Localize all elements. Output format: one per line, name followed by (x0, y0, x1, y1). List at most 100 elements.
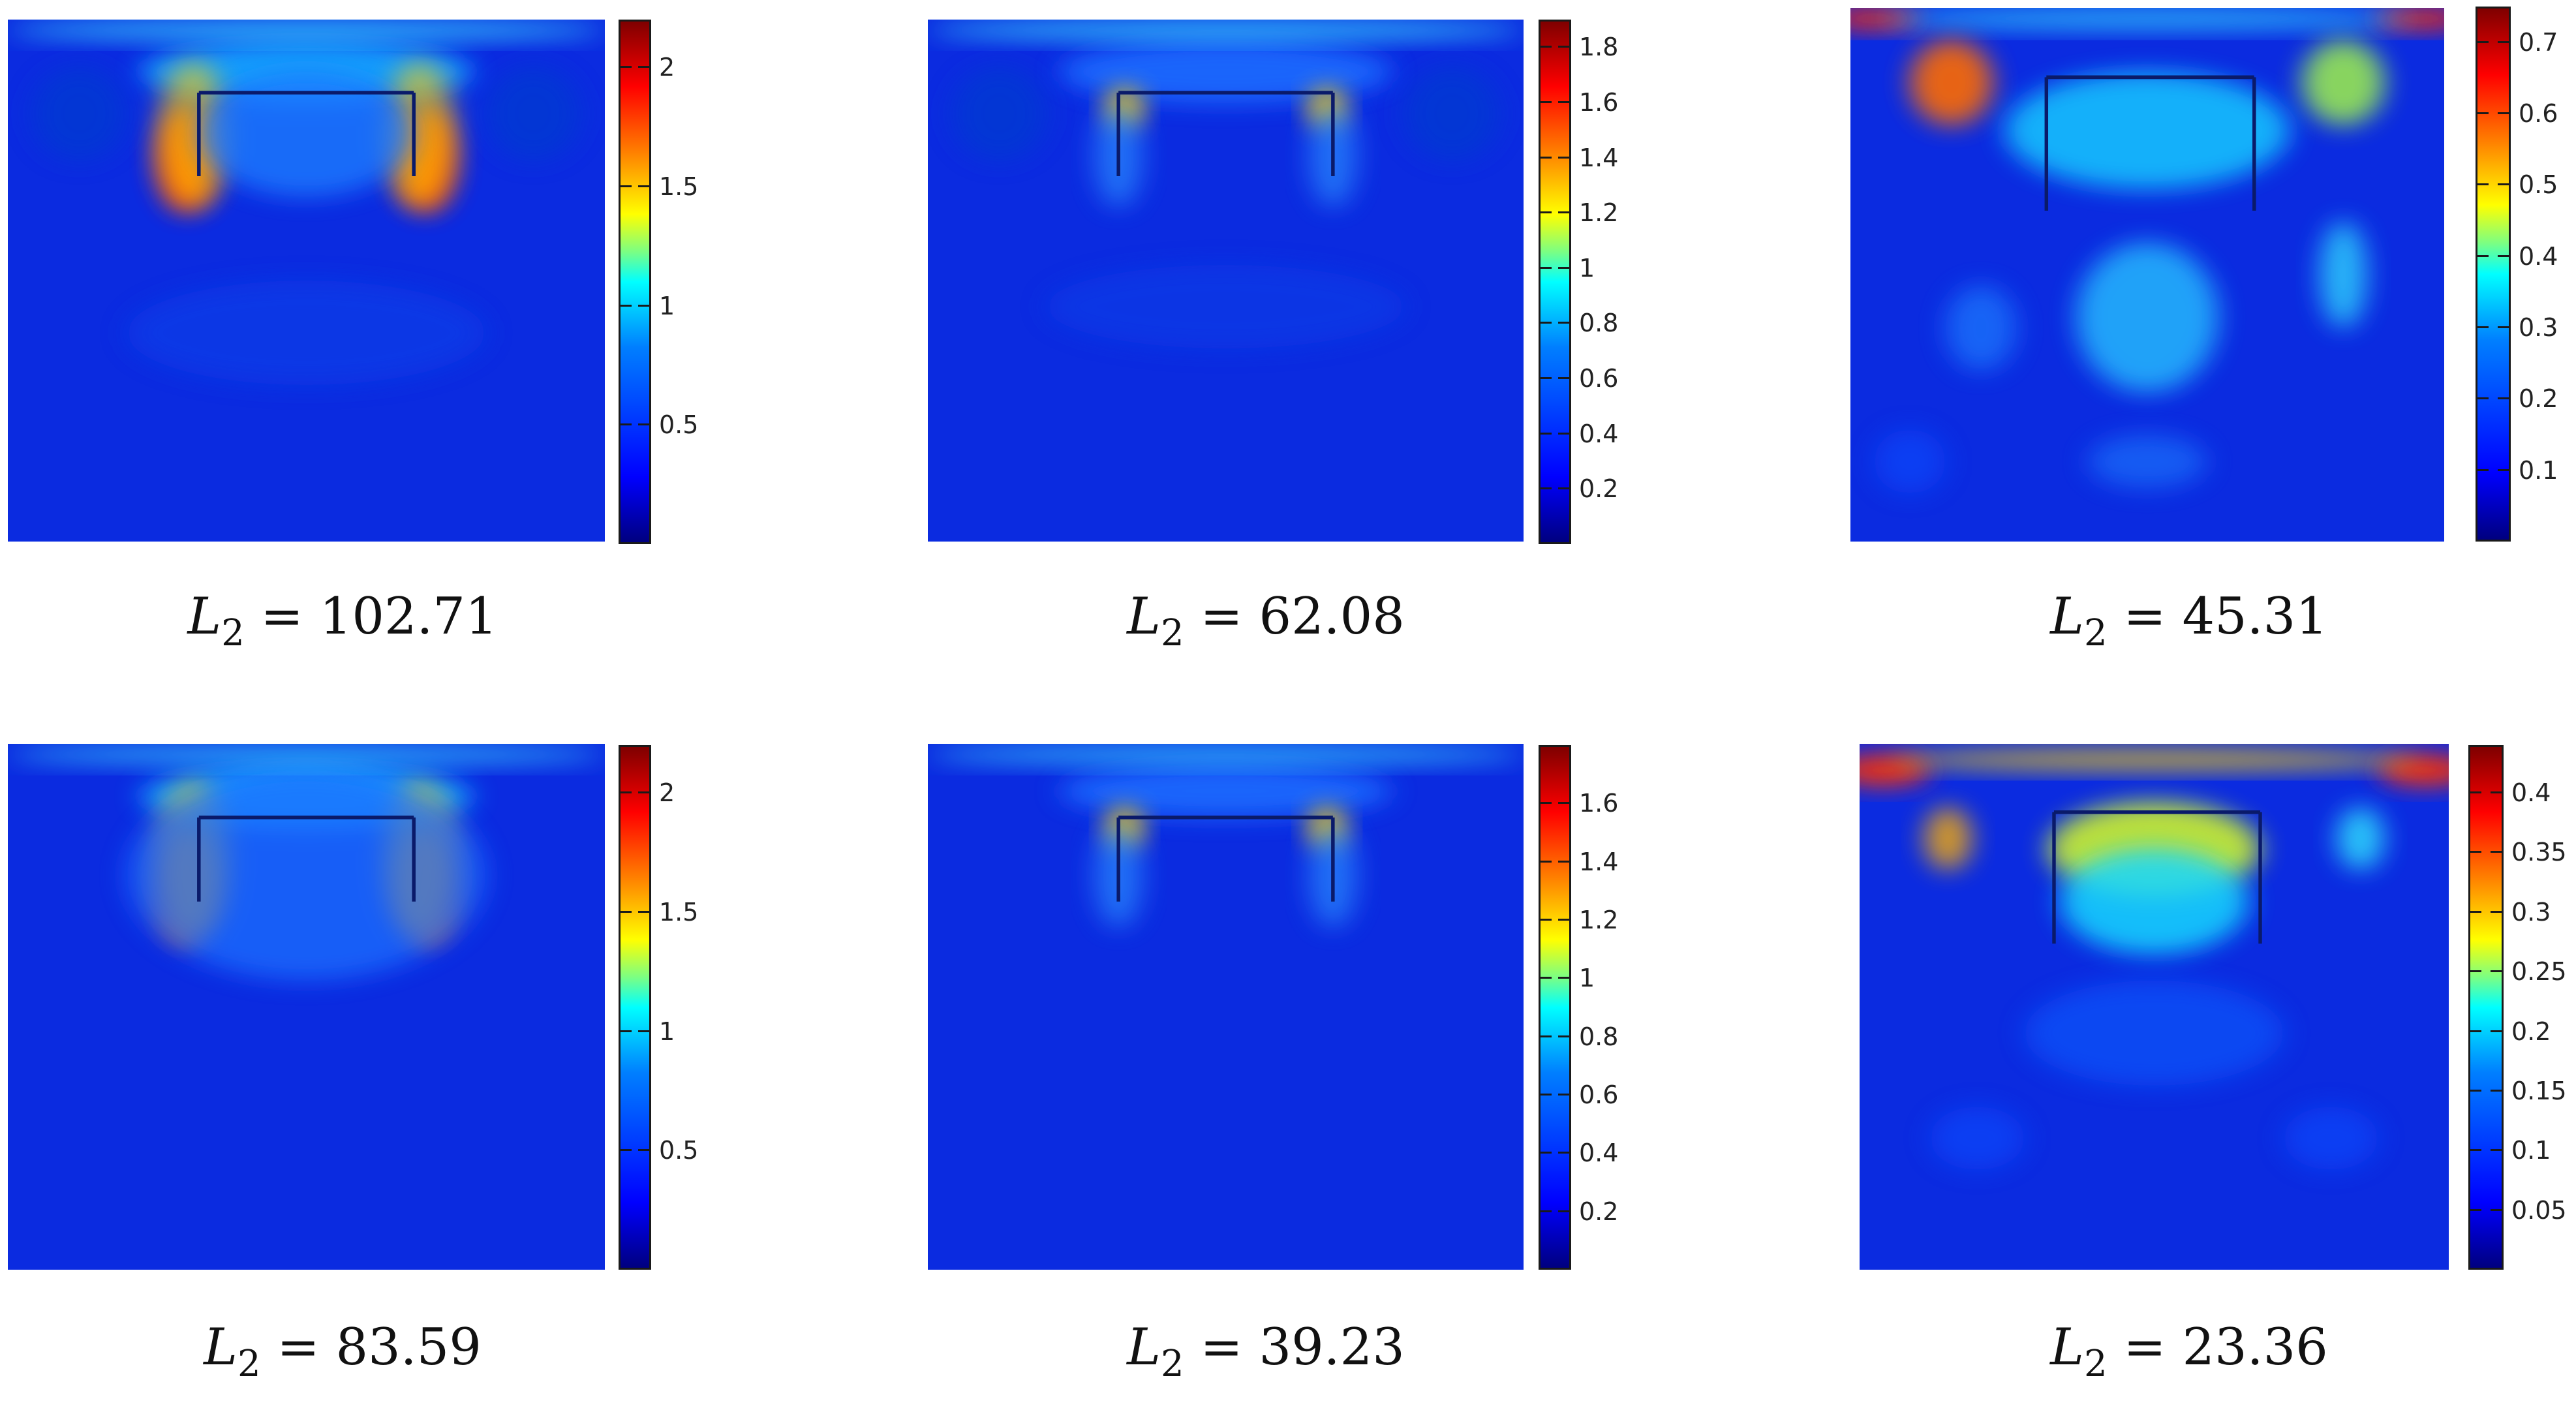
tick-mark (2491, 1149, 2502, 1152)
field-feature (1924, 806, 1972, 870)
heatmap-svg (1850, 8, 2444, 542)
colorbar-tick-label: 0.2 (2511, 1017, 2551, 1046)
tick-mark (2498, 183, 2509, 186)
caption-subscript: 2 (2083, 1343, 2108, 1385)
caption-subscript: 2 (2083, 612, 2108, 654)
field-feature (31, 67, 127, 161)
colorbar-tick-label: 1.5 (659, 897, 699, 927)
tick-mark (1558, 432, 1570, 435)
tick-mark (1558, 802, 1570, 804)
colorbar-tick-label: 1.6 (1579, 789, 1619, 818)
field-feature (1404, 67, 1500, 161)
tick-mark-inner (2477, 183, 2489, 186)
field-feature (485, 67, 581, 161)
tick-mark-inner (620, 304, 632, 307)
tick-mark-inner (2470, 1208, 2481, 1211)
tick-mark-inner (1540, 1035, 1552, 1037)
tick-mark-inner (1540, 1210, 1552, 1212)
tick-mark (1558, 266, 1570, 269)
tick-mark-inner (620, 185, 632, 187)
tick-mark (638, 185, 650, 187)
colorbar-tick-label: 2 (659, 53, 675, 82)
tick-mark (1558, 322, 1570, 324)
tick-mark (2491, 1030, 2502, 1032)
tick-mark-inner (1540, 977, 1552, 979)
colorbar-tick-label: 1.8 (1579, 33, 1619, 62)
tick-mark-inner (1540, 46, 1552, 48)
field-feature (928, 20, 1524, 40)
field-feature (1880, 8, 2415, 29)
tick-mark-inner (2477, 112, 2489, 114)
tick-mark (2491, 910, 2502, 913)
tick-mark-inner (1540, 802, 1552, 804)
colorbar-tick-label: 0.6 (1579, 1080, 1619, 1109)
colorbar-tick-label: 0.2 (2519, 384, 2558, 414)
field-feature (1058, 40, 1393, 103)
tick-mark (638, 423, 650, 426)
colorbar-tick-label: 0.3 (2519, 313, 2558, 342)
colorbar (2476, 7, 2511, 542)
colorbar-tick-label: 2 (659, 778, 675, 808)
tick-mark-inner (1540, 156, 1552, 159)
heatmap-field (8, 744, 605, 1270)
tick-mark (1558, 100, 1570, 103)
tick-mark-inner (1540, 1094, 1552, 1096)
tick-mark (1558, 977, 1570, 979)
tick-mark (1558, 1094, 1570, 1096)
colorbar-tick-label: 0.1 (2511, 1136, 2551, 1165)
caption-subscript: 2 (237, 1343, 261, 1385)
caption-value: 39.23 (1259, 1318, 1405, 1377)
colorbar-tick-label: 0.1 (2519, 455, 2558, 485)
field-feature (8, 20, 605, 40)
tick-mark-inner (620, 66, 632, 69)
panel-caption: L2 = 23.36 (1993, 1318, 2385, 1385)
field-feature (1930, 1107, 2025, 1170)
tick-mark (1558, 211, 1570, 214)
colorbar-tick-label: 1.5 (659, 172, 699, 201)
tick-mark (2498, 112, 2509, 114)
panel-caption: L2 = 45.31 (1993, 587, 2385, 654)
tick-mark-inner (1540, 322, 1552, 324)
colorbar (1539, 20, 1571, 544)
field-feature (127, 281, 485, 385)
tick-mark-inner (620, 423, 632, 426)
tick-mark-inner (2477, 254, 2489, 257)
tick-mark-inner (1540, 860, 1552, 863)
field-feature (1910, 40, 1993, 125)
tick-mark (2498, 397, 2509, 400)
colorbar-tick-label: 0.4 (1579, 1139, 1619, 1168)
caption-variable: L (204, 1318, 238, 1377)
tick-mark (1558, 919, 1570, 921)
field-feature (2337, 806, 2384, 870)
caption-value: 102.71 (319, 587, 498, 646)
colorbar (1539, 745, 1571, 1270)
tick-mark-inner (2470, 970, 2481, 973)
colorbar-tick-label: 0.3 (2511, 897, 2551, 927)
caption-value: 23.36 (2182, 1318, 2328, 1377)
tick-mark (638, 66, 650, 69)
tick-mark (2491, 1089, 2502, 1092)
tick-mark (2498, 254, 2509, 257)
tick-mark (2491, 970, 2502, 973)
field-feature (1889, 749, 2419, 771)
field-feature (2319, 221, 2367, 328)
tick-mark-inner (2470, 910, 2481, 913)
colorbar-tick-label: 0.25 (2511, 957, 2567, 987)
colorbar-tick-label: 1.2 (1579, 906, 1619, 934)
field-feature (384, 61, 456, 207)
colorbar-tick-label: 1.2 (1579, 198, 1619, 228)
panel-caption: L2 = 39.23 (1070, 1318, 1462, 1385)
colorbar-tick-label: 0.6 (2519, 99, 2558, 128)
heatmap-field (928, 20, 1524, 542)
colorbar-tick-label: 0.4 (2511, 778, 2551, 808)
tick-mark (1558, 1152, 1570, 1154)
heatmap-field (928, 744, 1524, 1270)
field-feature (1047, 265, 1405, 348)
colorbar-tick-label: 1 (1579, 253, 1595, 283)
tick-mark-inner (2470, 851, 2481, 853)
colorbar (619, 20, 651, 544)
heatmap-svg (8, 744, 605, 1270)
field-feature (157, 61, 229, 207)
colorbar (619, 745, 651, 1270)
caption-equals: = (1184, 1318, 1259, 1377)
